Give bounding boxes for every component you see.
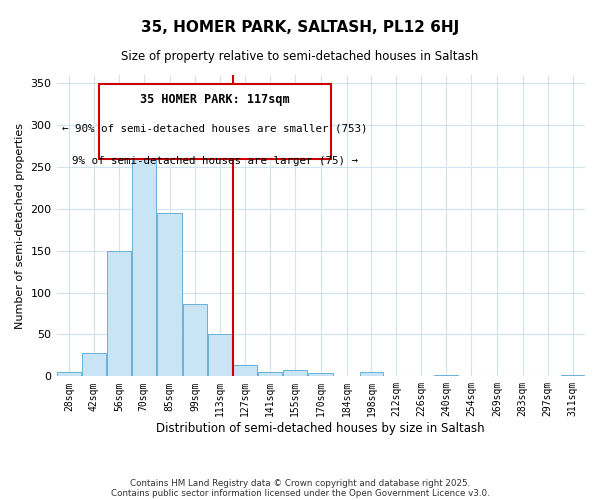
Text: 35 HOMER PARK: 117sqm: 35 HOMER PARK: 117sqm — [140, 93, 290, 106]
Text: Contains HM Land Registry data © Crown copyright and database right 2025.: Contains HM Land Registry data © Crown c… — [130, 478, 470, 488]
Text: 9% of semi-detached houses are larger (75) →: 9% of semi-detached houses are larger (7… — [72, 156, 358, 166]
Bar — [107, 251, 131, 376]
Bar — [57, 372, 81, 376]
Bar — [184, 304, 207, 376]
Y-axis label: Number of semi-detached properties: Number of semi-detached properties — [15, 122, 25, 328]
Bar — [132, 144, 155, 376]
Text: ← 90% of semi-detached houses are smaller (753): ← 90% of semi-detached houses are smalle… — [62, 123, 368, 133]
Bar — [82, 353, 106, 376]
Text: 35, HOMER PARK, SALTASH, PL12 6HJ: 35, HOMER PARK, SALTASH, PL12 6HJ — [141, 20, 459, 35]
Bar — [233, 366, 257, 376]
Bar — [157, 213, 182, 376]
FancyBboxPatch shape — [99, 84, 331, 160]
Bar — [434, 374, 458, 376]
Bar — [308, 373, 334, 376]
Bar — [208, 334, 232, 376]
Bar — [258, 372, 282, 376]
Bar — [359, 372, 383, 376]
Text: Contains public sector information licensed under the Open Government Licence v3: Contains public sector information licen… — [110, 488, 490, 498]
Bar — [283, 370, 307, 376]
X-axis label: Distribution of semi-detached houses by size in Saltash: Distribution of semi-detached houses by … — [157, 422, 485, 435]
Bar — [561, 374, 584, 376]
Text: Size of property relative to semi-detached houses in Saltash: Size of property relative to semi-detach… — [121, 50, 479, 63]
